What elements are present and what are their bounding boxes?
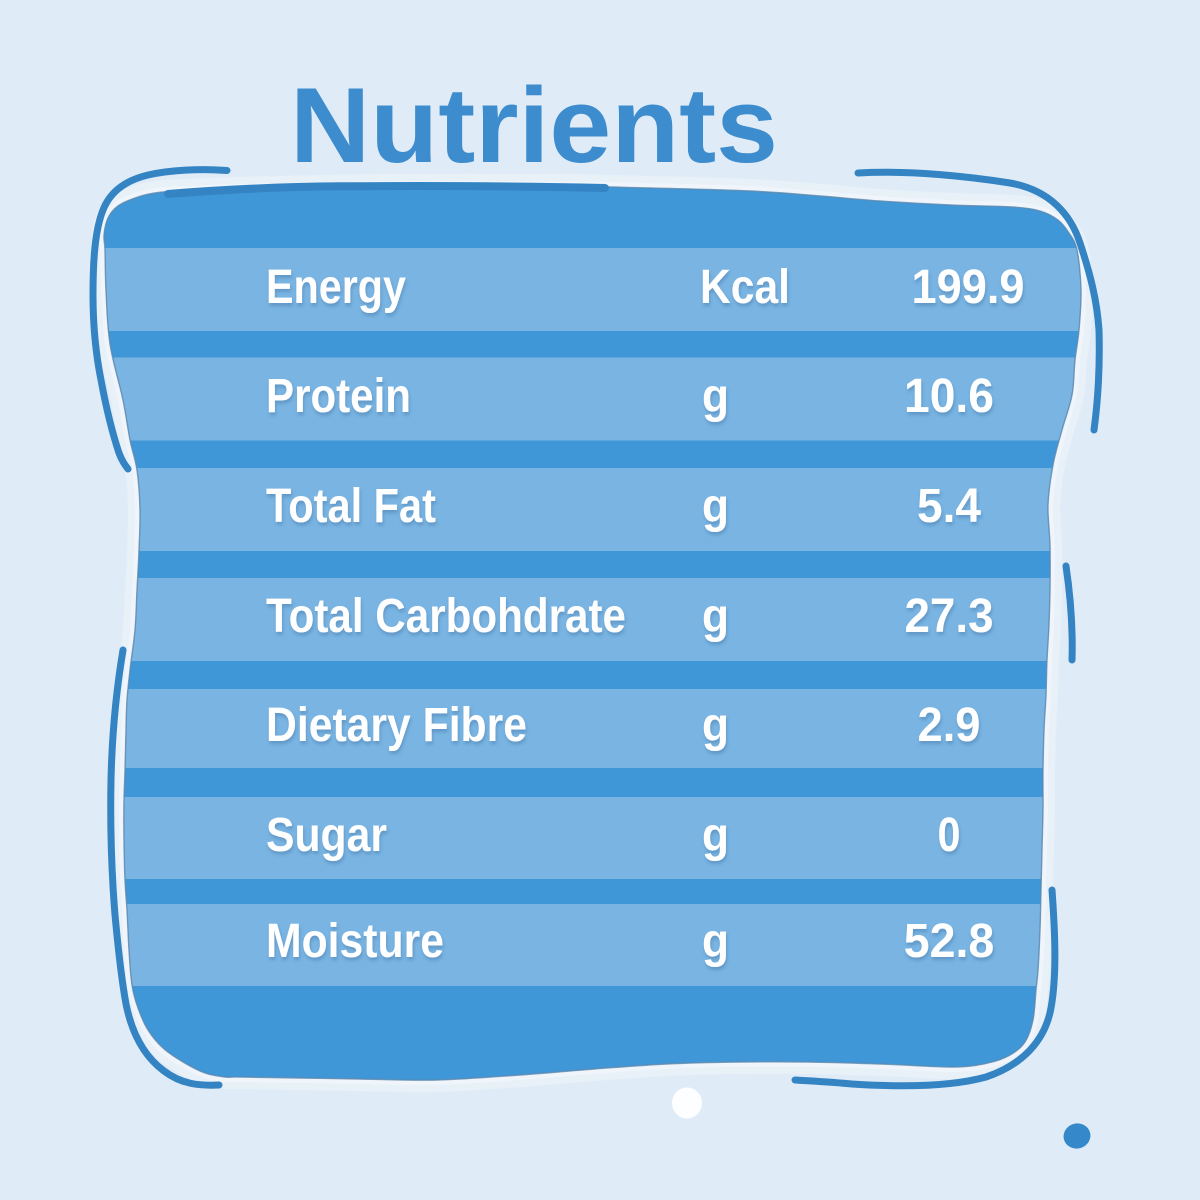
svg-text:g: g: [702, 480, 729, 533]
svg-text:Nutrients: Nutrients: [290, 65, 778, 185]
svg-text:2.9: 2.9: [918, 699, 981, 752]
svg-text:g: g: [702, 370, 729, 423]
svg-text:27.3: 27.3: [905, 590, 994, 643]
svg-text:Kcal: Kcal: [700, 261, 790, 314]
svg-text:g: g: [702, 915, 729, 968]
svg-text:g: g: [702, 590, 729, 643]
svg-text:0: 0: [938, 809, 961, 862]
svg-text:g: g: [702, 699, 729, 752]
svg-text:Total Fat: Total Fat: [266, 480, 436, 533]
svg-text:52.8: 52.8: [904, 915, 995, 968]
svg-text:Protein: Protein: [266, 370, 411, 423]
svg-text:Dietary Fibre: Dietary Fibre: [266, 699, 527, 752]
svg-text:g: g: [702, 809, 729, 862]
svg-text:199.9: 199.9: [912, 261, 1025, 314]
svg-text:Energy: Energy: [266, 261, 406, 314]
svg-text:10.6: 10.6: [904, 370, 994, 423]
svg-text:Sugar: Sugar: [266, 809, 387, 862]
svg-text:5.4: 5.4: [917, 480, 981, 533]
svg-text:Total Carbohdrate: Total Carbohdrate: [266, 590, 626, 643]
svg-text:Moisture: Moisture: [266, 915, 444, 968]
